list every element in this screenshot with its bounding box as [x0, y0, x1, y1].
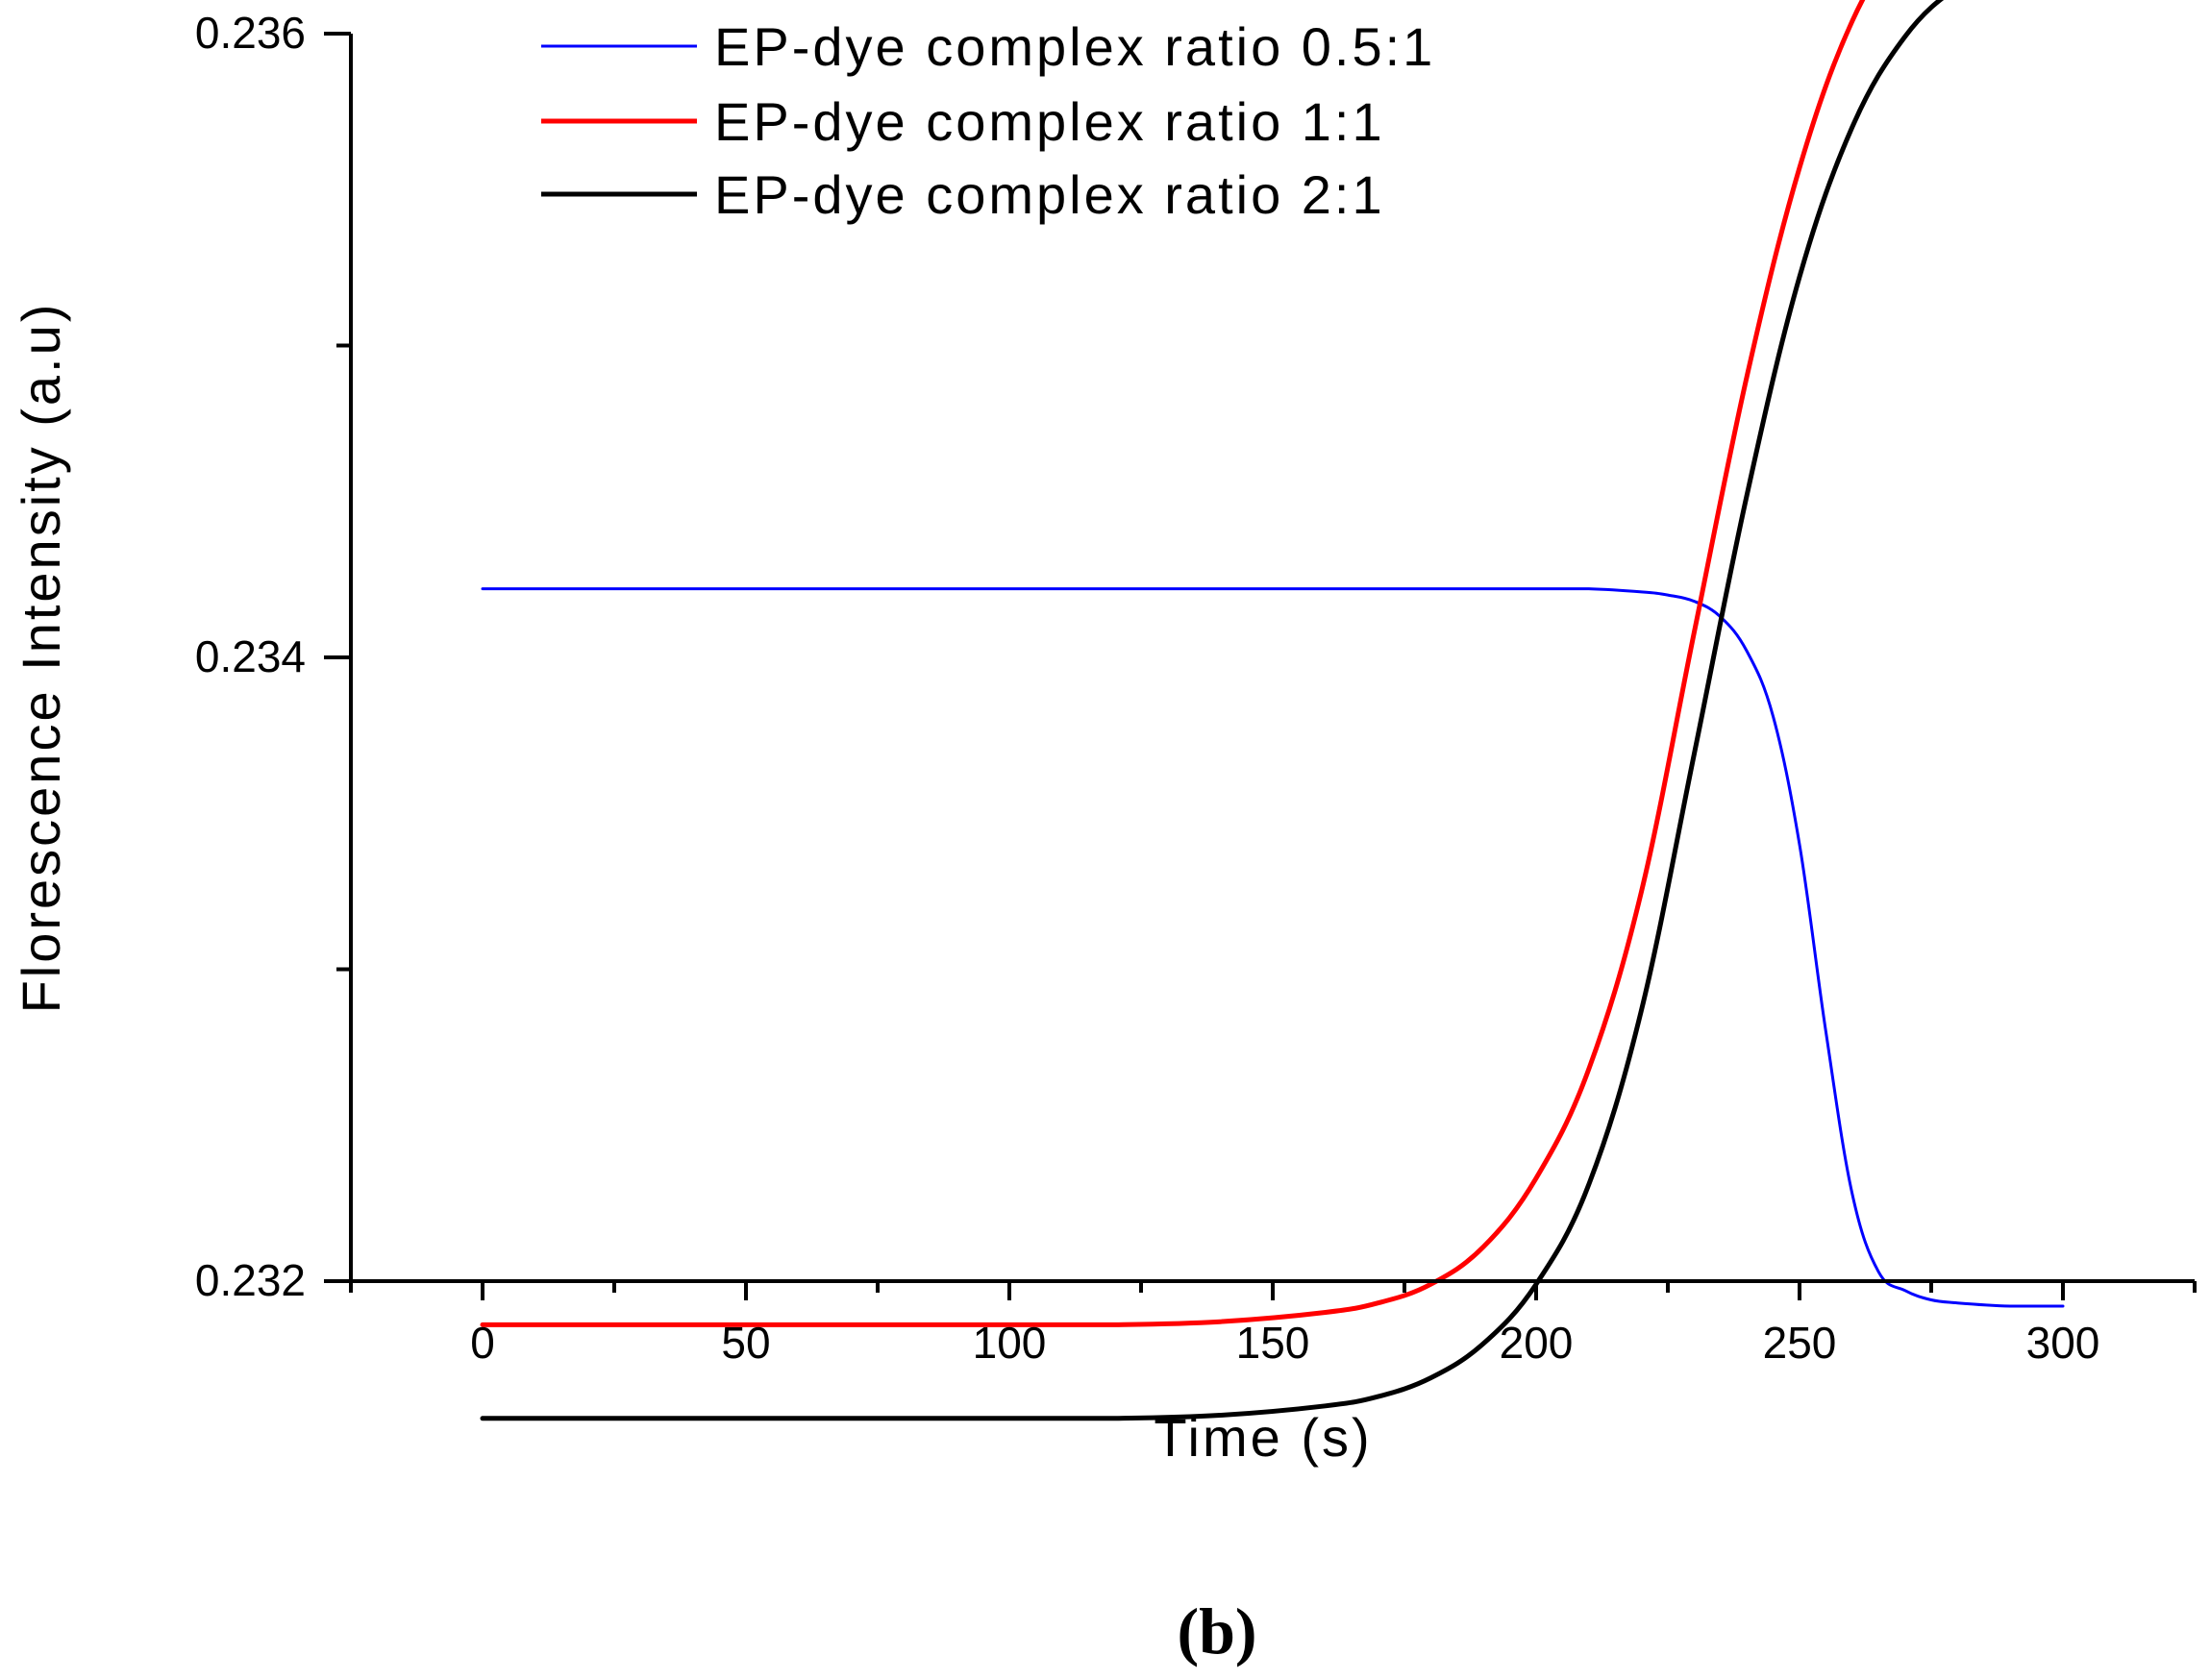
legend-label-3: EP-dye complex ratio 2:1 [714, 164, 1385, 225]
x-tick-label: 0 [470, 1318, 495, 1368]
legend-label-2: EP-dye complex ratio 1:1 [714, 91, 1385, 152]
x-tick-label: 250 [1763, 1318, 1837, 1368]
x-tick-label: 50 [721, 1318, 770, 1368]
series-line-2 [480, 0, 1866, 1327]
series-line-3 [480, 0, 1945, 1421]
x-axis-title: Time (s) [1154, 1407, 1372, 1468]
x-tick-label: 300 [2026, 1318, 2100, 1368]
x-tick-label: 100 [973, 1318, 1047, 1368]
legend: EP-dye complex ratio 0.5:1 EP-dye complex… [541, 16, 1435, 225]
series-layer [480, 0, 2065, 1421]
ticks-layer: 0 50 100 150 200 250 300 0.232 0.234 0.236 [195, 8, 2197, 1368]
y-tick-label: 0.236 [195, 8, 306, 58]
y-tick-label: 0.234 [195, 631, 306, 681]
y-tick-label: 0.232 [195, 1255, 306, 1305]
x-tick-label: 200 [1500, 1318, 1574, 1368]
series-line-1 [481, 587, 2065, 1308]
x-tick-label: 150 [1236, 1318, 1310, 1368]
panel-label: (b) [1177, 1594, 1256, 1668]
legend-label-1: EP-dye complex ratio 0.5:1 [714, 16, 1435, 77]
y-axis-title: Florescence Intensity (a.u) [11, 302, 71, 1014]
